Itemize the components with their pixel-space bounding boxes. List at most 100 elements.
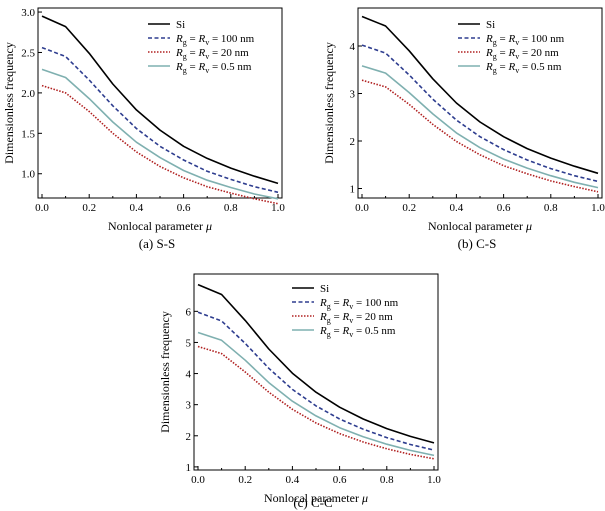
y-tick-label-b: 3 [350, 89, 356, 101]
legend-label-a-3: Rg = Rv = 0.5 nm [175, 61, 252, 75]
legend-text-part: g [183, 52, 187, 61]
legend-text-part: = 20 nm [353, 311, 393, 323]
legend-label-c-3: Rg = Rv = 0.5 nm [319, 325, 396, 339]
legend-text-part: Si [176, 19, 185, 31]
legend-text-part: = 20 nm [209, 47, 249, 59]
legend-label-a-2: Rg = Rv = 20 nm [175, 47, 249, 61]
x-tick-label-b: 0.0 [355, 202, 369, 214]
legend-text-part: R [319, 311, 327, 323]
legend-text-part: R [485, 61, 493, 73]
legend-text-part: R [175, 47, 183, 59]
series-line-a-1 [41, 46, 279, 194]
legend-text-part: v [205, 52, 209, 61]
caption-c: (c) C-C [293, 495, 333, 510]
legend-text-part: v [349, 302, 353, 311]
legend-label-a-0: Si [176, 19, 185, 31]
series-line-a-3 [41, 68, 279, 200]
legend-text-part: = 0.5 nm [209, 61, 252, 73]
x-tick-label-c: 0.2 [238, 474, 252, 486]
legend-label-b-2: Rg = Rv = 20 nm [485, 47, 559, 61]
legend-text-part: v [515, 38, 519, 47]
y-tick-label-b: 2 [350, 136, 356, 148]
legend-text-part: = 0.5 nm [353, 325, 396, 337]
plot-a: 0.0 0.2 0.4 0.6 0.8 1.0 1.0 1.5 2.0 2.5 3.0 Nonloca… [2, 7, 285, 233]
x-tick-label-b: 0.2 [402, 202, 416, 214]
legend-text-part: R [175, 33, 183, 45]
legend-text-part: R [197, 61, 205, 73]
x-tick-label-a: 1.0 [271, 202, 285, 214]
legend-text-part: R [507, 61, 515, 73]
legend-text-part: = [187, 33, 199, 45]
legend-text-part: = [497, 33, 509, 45]
y-tick-label-c: 4 [186, 369, 192, 381]
x-tick-label-a: 0.0 [35, 202, 49, 214]
x-tick-label-b: 1.0 [591, 202, 605, 214]
legend-text-part: R [319, 297, 327, 309]
legend-text-part: = [497, 47, 509, 59]
y-tick-label-c: 3 [186, 400, 192, 412]
legend-text-part: = [187, 47, 199, 59]
legend-text-part: = [331, 311, 343, 323]
series-line-b-3 [361, 65, 599, 189]
legend-text-part: g [327, 330, 331, 339]
x-tick-label-a: 0.6 [177, 202, 191, 214]
x-tick-label-a: 0.4 [130, 202, 144, 214]
caption-b: (b) C-S [457, 236, 497, 251]
y-tick-label-a: 3.0 [21, 7, 35, 19]
plot-frame-a [37, 7, 283, 199]
legend-text-part: R [485, 33, 493, 45]
x-tick-label-a: 0.8 [224, 202, 238, 214]
y-tick-label-c: 5 [186, 337, 192, 349]
series-line-c-1 [197, 311, 435, 451]
x-tick-label-c: 0.6 [333, 474, 347, 486]
y-tick-label-a: 1.0 [21, 169, 35, 181]
y-axis-label-b: Dimensionless frequency [322, 42, 336, 164]
legend-text-part: g [183, 38, 187, 47]
legend-text-part: v [205, 66, 209, 75]
legend-label-a-1: Rg = Rv = 100 nm [175, 33, 255, 47]
y-tick-label-a: 1.5 [21, 128, 35, 140]
series-line-c-0 [197, 283, 435, 444]
legend-label-b-1: Rg = Rv = 100 nm [485, 33, 565, 47]
y-tick-label-c: 1 [186, 462, 192, 474]
legend-text-part: g [327, 302, 331, 311]
legend-text-part: g [493, 38, 497, 47]
x-axis-symbol-a: μ [205, 219, 212, 233]
legend-text-part: R [175, 61, 183, 73]
legend-label-b-3: Rg = Rv = 0.5 nm [485, 61, 562, 75]
legend-text-part: R [341, 311, 349, 323]
legend-text-part: R [341, 297, 349, 309]
legend-text-part: v [205, 38, 209, 47]
legend-text-part: g [327, 316, 331, 325]
legend-text-part: v [349, 330, 353, 339]
x-axis-label-b: Nonlocal parameter μ [428, 219, 532, 233]
legend-text-part: v [515, 52, 519, 61]
legend-text-part: = 100 nm [209, 33, 254, 45]
legend-text-part: = [331, 297, 343, 309]
series-line-a-0 [41, 15, 279, 185]
x-axis-symbol-b: μ [525, 219, 532, 233]
series-line-b-1 [361, 44, 599, 183]
series-line-b-0 [361, 15, 599, 175]
y-tick-label-b: 1 [350, 184, 356, 196]
y-tick-label-c: 2 [186, 431, 192, 443]
x-tick-label-c: 0.0 [191, 474, 205, 486]
y-tick-label-c: 6 [186, 306, 192, 318]
series-line-a-2 [41, 84, 279, 205]
legend-text-part: = 100 nm [353, 297, 398, 309]
legend-text-part: R [507, 47, 515, 59]
x-tick-label-c: 1.0 [427, 474, 441, 486]
x-tick-label-b: 0.4 [450, 202, 464, 214]
legend-text-part: g [493, 66, 497, 75]
legend-text-part: R [197, 33, 205, 45]
legend-label-c-2: Rg = Rv = 20 nm [319, 311, 393, 325]
legend-text-part: v [349, 316, 353, 325]
series-line-c-2 [197, 345, 435, 460]
plot-b: 0.0 0.2 0.4 0.6 0.8 1.0 1 2 3 4 Nonlocal parameter… [322, 7, 605, 233]
y-axis-label-c: Dimensionless frequency [158, 311, 172, 433]
legend-text-part: R [341, 325, 349, 337]
